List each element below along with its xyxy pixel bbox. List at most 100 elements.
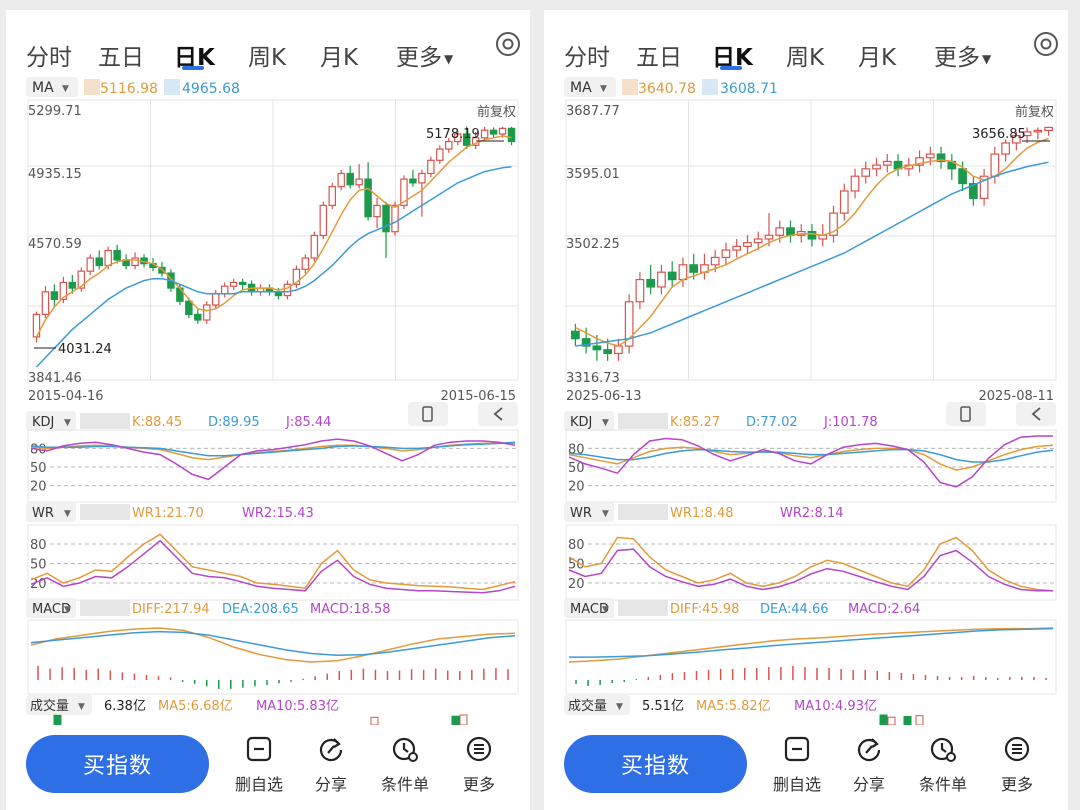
candle xyxy=(59,276,68,304)
ma-short-line xyxy=(575,137,1049,347)
more-button[interactable]: 更多 xyxy=(982,735,1052,795)
condition-order-button[interactable]: 条件单 xyxy=(908,735,978,795)
tab-3[interactable]: 周K xyxy=(786,38,824,72)
ma-indicator-selector[interactable]: MA ▼ xyxy=(564,77,616,97)
tab-3[interactable]: 周K xyxy=(248,38,286,72)
date-end: 2015-06-15 xyxy=(440,389,516,404)
candle xyxy=(947,154,957,180)
blur-mask xyxy=(702,79,718,95)
caret-down-icon: ▼ xyxy=(64,605,71,615)
blur-mask xyxy=(618,413,668,429)
macd-dea-value: DEA:44.66 xyxy=(760,602,829,617)
candle xyxy=(700,253,709,280)
period-tabs: 分时 五日 日K 周K 月K 更多 ▼ xyxy=(6,38,530,78)
wr-selector[interactable]: WR ▼ xyxy=(564,502,614,522)
tab-1[interactable]: 五日 xyxy=(636,38,682,72)
price-tick: 4935.15 xyxy=(28,167,82,182)
collapse-chevron-icon[interactable] xyxy=(478,402,518,426)
candle xyxy=(445,137,453,153)
tab-4[interactable]: 月K xyxy=(320,38,358,72)
wr-tick: 20 xyxy=(30,577,47,592)
share-button[interactable]: 分享 xyxy=(834,735,904,795)
candle xyxy=(86,254,94,275)
macd-label: MACD xyxy=(570,602,609,617)
remove-watchlist-button[interactable]: 删自选 xyxy=(224,735,294,795)
volume-total: 5.51亿 xyxy=(642,699,684,714)
caret-down-icon: ▼ xyxy=(62,84,69,94)
candle xyxy=(418,169,426,217)
volume-selector[interactable]: 成交量 ▼ xyxy=(26,695,92,715)
kdj-selector[interactable]: KDJ ▼ xyxy=(26,411,76,431)
volume-selector[interactable]: 成交量 ▼ xyxy=(564,695,630,715)
wr-wr2-line xyxy=(568,548,1053,592)
macd-selector[interactable]: MACD▼ xyxy=(26,598,76,618)
candle xyxy=(893,154,903,177)
minus-box-icon xyxy=(246,736,272,762)
tab-5[interactable]: 更多 ▼ xyxy=(396,38,453,72)
settings-gear-icon[interactable] xyxy=(1034,32,1058,56)
candle xyxy=(328,182,336,210)
collapse-chevron-icon[interactable] xyxy=(1016,402,1056,426)
candle xyxy=(355,164,363,189)
candle xyxy=(732,238,742,258)
remove-watchlist-label: 删自选 xyxy=(772,775,821,794)
candle xyxy=(635,272,645,310)
candle xyxy=(678,257,688,287)
price-tick: 3687.77 xyxy=(566,104,620,119)
candle xyxy=(301,254,310,274)
kdj-d-value: D:89.95 xyxy=(208,415,260,430)
buy-index-button[interactable]: 买指数 xyxy=(26,735,209,793)
remove-watchlist-button[interactable]: 删自选 xyxy=(762,735,832,795)
high-price-mark: 5178.19 xyxy=(426,127,480,142)
candle xyxy=(77,267,86,292)
candle xyxy=(581,327,591,354)
candle xyxy=(346,165,354,189)
ma-indicator-selector[interactable]: MA ▼ xyxy=(26,77,78,97)
candle xyxy=(256,284,265,296)
candle xyxy=(979,168,989,206)
caret-down-icon: ▼ xyxy=(616,702,623,712)
candle xyxy=(68,274,77,294)
candle xyxy=(220,282,229,298)
candle xyxy=(229,278,238,290)
wr-wr2-line xyxy=(30,539,516,594)
macd-selector[interactable]: MACD▼ xyxy=(564,598,614,618)
kdj-selector[interactable]: KDJ ▼ xyxy=(564,411,614,431)
tab-4[interactable]: 月K xyxy=(858,38,896,72)
clock-icon xyxy=(392,737,418,762)
macd-diff-line xyxy=(568,627,1054,663)
more-button[interactable]: 更多 xyxy=(444,735,514,795)
candle xyxy=(131,252,139,270)
buy-index-button[interactable]: 买指数 xyxy=(564,735,747,793)
tab-1[interactable]: 五日 xyxy=(98,38,144,72)
wr-tick: 80 xyxy=(30,538,47,553)
condition-order-button[interactable]: 条件单 xyxy=(370,735,440,795)
candle xyxy=(122,254,130,270)
candle xyxy=(95,250,103,270)
settings-gear-icon[interactable] xyxy=(496,32,520,56)
share-button[interactable]: 分享 xyxy=(296,735,366,795)
rotate-screen-icon[interactable] xyxy=(408,402,448,426)
macd-diff-value: DIFF:45.98 xyxy=(670,602,739,617)
candle xyxy=(571,323,580,347)
condition-order-label: 条件单 xyxy=(380,775,429,794)
macd-frame xyxy=(565,619,1057,695)
rotate-screen-icon[interactable] xyxy=(946,402,986,426)
tab-0[interactable]: 分时 xyxy=(26,38,72,72)
candle xyxy=(409,169,417,187)
wr-wr1-value: WR1:21.70 xyxy=(132,506,204,521)
kdj-frame xyxy=(27,429,519,503)
wr-wr1-line xyxy=(568,536,1054,592)
wr-selector[interactable]: WR ▼ xyxy=(26,502,76,522)
kdj-tick: 20 xyxy=(568,480,585,495)
volume-bar xyxy=(459,714,468,725)
volume-total: 6.38亿 xyxy=(104,699,146,714)
candle xyxy=(427,156,435,178)
candle xyxy=(364,162,372,221)
tab-label: 月K xyxy=(320,45,359,71)
caret-down-icon: ▼ xyxy=(78,702,85,712)
tab-5[interactable]: 更多 ▼ xyxy=(934,38,991,72)
tab-0[interactable]: 分时 xyxy=(564,38,610,72)
price-tick: 3595.01 xyxy=(566,167,620,182)
volume-ma10: MA10:5.83亿 xyxy=(256,699,339,714)
